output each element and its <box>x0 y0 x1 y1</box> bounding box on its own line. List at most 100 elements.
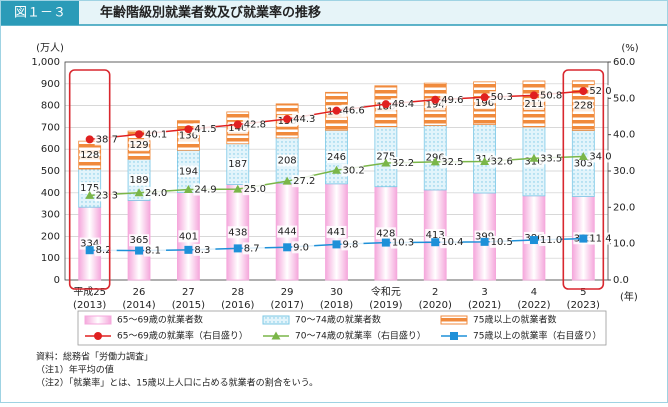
bar-label: 428 <box>376 228 395 239</box>
label-bg <box>242 242 265 255</box>
x-tick-label: 3 <box>481 287 487 298</box>
label-bg <box>538 89 561 102</box>
x-tick-sublabel: (2017) <box>271 300 304 311</box>
line-marker <box>135 246 144 255</box>
label-bg <box>94 244 117 257</box>
label-bg <box>144 186 167 199</box>
line-label: 52.0 <box>589 86 611 97</box>
bar-label: 228 <box>574 101 593 112</box>
x-tick-sublabel: (2013) <box>73 300 106 311</box>
label-bg <box>144 244 167 257</box>
line-marker <box>283 115 292 124</box>
line-label: 8.1 <box>145 246 161 257</box>
y2-tick-label: 0.0 <box>613 275 629 286</box>
label-bg <box>94 133 117 146</box>
label-bg <box>178 165 199 178</box>
line-label: 27.2 <box>293 176 315 187</box>
label-bg <box>489 235 512 248</box>
line-label: 50.3 <box>491 92 513 103</box>
x-tick-sublabel: (2023) <box>567 300 600 311</box>
x-tick-label: 30 <box>330 287 343 298</box>
y-tick-label: 300 <box>41 210 60 221</box>
x-tick-sublabel: (2022) <box>517 300 550 311</box>
line-marker <box>381 100 390 109</box>
line-label: 11.0 <box>540 235 562 246</box>
line-marker <box>529 236 538 245</box>
line-marker <box>183 185 193 194</box>
bar-label: 444 <box>278 227 297 238</box>
line-marker <box>450 332 458 340</box>
line-marker <box>94 332 102 340</box>
label-bg <box>292 241 315 254</box>
bar-label: 208 <box>278 156 297 167</box>
label-bg <box>341 238 364 251</box>
bar-label: 365 <box>129 235 148 246</box>
y2-tick-label: 20.0 <box>613 202 635 213</box>
bar-label: 246 <box>327 152 346 163</box>
label-bg <box>129 139 150 152</box>
x-tick-label: 平成25 <box>73 286 106 298</box>
x-tick-sublabel: (2015) <box>172 300 205 311</box>
line-marker <box>381 158 391 167</box>
line-marker <box>381 238 390 247</box>
line-label: 44.3 <box>293 114 315 125</box>
label-bg <box>440 236 463 249</box>
bar-label: 196 <box>475 98 494 109</box>
line-marker <box>233 244 242 253</box>
line-label: 10.3 <box>392 238 414 249</box>
line-marker <box>431 238 440 247</box>
line-marker <box>85 246 94 255</box>
legend-label: 70～74歳の就業率（右目盛り） <box>295 330 426 342</box>
line-label: 8.3 <box>194 245 210 256</box>
figure-no-bg <box>1 1 79 25</box>
bar-label: 136 <box>179 130 198 141</box>
line-label: 25.0 <box>244 184 266 195</box>
highlight-box <box>562 69 605 290</box>
line-marker <box>233 184 243 193</box>
line-label: 32.2 <box>392 158 414 169</box>
line-marker <box>332 165 341 174</box>
bar-label: 399 <box>475 232 494 243</box>
bar-label: 438 <box>228 227 247 238</box>
line-marker <box>184 125 193 134</box>
line-marker <box>135 130 144 139</box>
line-marker <box>134 188 144 197</box>
x-tick-sublabel: (2014) <box>122 300 155 311</box>
x-tick-sublabel: (2021) <box>468 300 501 311</box>
label-bg <box>178 230 199 243</box>
label-bg <box>588 85 611 98</box>
legend-swatch <box>440 315 468 325</box>
bar-label: 187 <box>228 159 247 170</box>
y-tick-label: 700 <box>41 122 60 133</box>
y2-tick-label: 60.0 <box>613 57 635 68</box>
x-tick-label: 28 <box>231 287 244 298</box>
x-tick-sublabel: (2016) <box>221 300 254 311</box>
label-bg <box>144 128 167 141</box>
line-marker <box>529 153 539 162</box>
line-label: 49.6 <box>441 95 463 106</box>
label-bg <box>573 99 594 112</box>
label-bg <box>440 155 463 168</box>
note: 資料：総務省「労働力調査」 <box>36 351 153 363</box>
line-marker <box>529 91 538 100</box>
bar-label: 175 <box>80 183 99 194</box>
bar-label: 303 <box>574 158 593 169</box>
label-bg <box>326 151 347 164</box>
label-bg <box>227 158 248 171</box>
figure-no: 図１－３ <box>14 6 66 21</box>
label-bg <box>193 243 216 256</box>
line-label: 10.4 <box>441 237 463 248</box>
y2-tick-label: 10.0 <box>613 239 635 250</box>
label-bg <box>292 113 315 126</box>
label-bg <box>341 104 364 117</box>
x-tick-label: 26 <box>133 287 146 298</box>
legend-label: 70～74歳の就業者数 <box>295 314 381 326</box>
line-label: 50.8 <box>540 90 562 101</box>
bar-label: 334 <box>80 239 99 250</box>
label-bg <box>375 227 396 240</box>
header-bg <box>1 1 667 25</box>
line-marker <box>233 120 242 129</box>
label-bg <box>193 123 216 136</box>
line-label: 30.2 <box>343 165 365 176</box>
